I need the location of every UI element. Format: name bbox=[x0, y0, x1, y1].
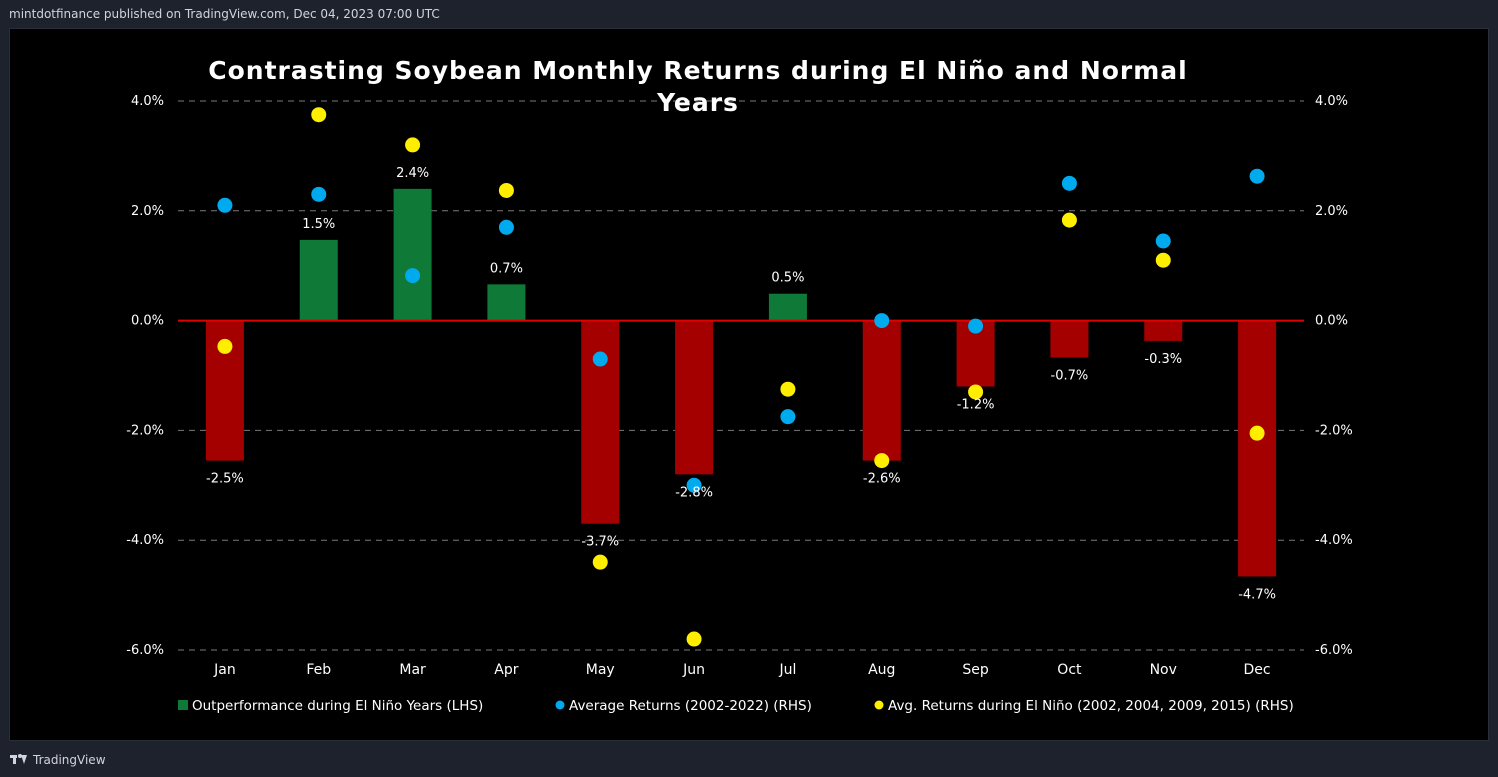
average-returns-point bbox=[686, 477, 702, 493]
elnino-returns-point bbox=[780, 381, 796, 397]
legend-label: Avg. Returns during El Niño (2002, 2004,… bbox=[888, 698, 1294, 714]
x-tick-label: Apr bbox=[494, 662, 518, 678]
footer-bar: TradingView bbox=[0, 744, 1498, 777]
x-tick-label: Feb bbox=[306, 662, 331, 678]
bar-data-label: -0.7% bbox=[1051, 368, 1089, 383]
average-returns-point bbox=[780, 409, 796, 425]
average-returns-point bbox=[498, 219, 514, 235]
bar bbox=[1238, 320, 1277, 577]
average-returns-point bbox=[1155, 233, 1171, 249]
average-returns-point bbox=[217, 197, 233, 213]
dot-layer bbox=[217, 107, 1265, 647]
legend-swatch-dot bbox=[874, 700, 884, 710]
bar bbox=[1144, 320, 1183, 341]
elnino-returns-point bbox=[874, 453, 890, 469]
chart-title-line: Contrasting Soybean Monthly Returns duri… bbox=[208, 56, 1188, 85]
y-tick-label-left: -2.0% bbox=[126, 423, 164, 438]
label-layer: -2.5% 1.5% 2.4% 0.7% -3.7% -2.8% 0.5% -2.6% -1.2… bbox=[206, 166, 1276, 603]
y-tick-label-right: 2.0% bbox=[1315, 204, 1348, 219]
bar-data-label: 0.5% bbox=[771, 271, 804, 286]
elnino-returns-point bbox=[1249, 425, 1265, 441]
y-tick-label-left: 4.0% bbox=[131, 94, 164, 109]
y-tick-label-right: -6.0% bbox=[1315, 643, 1353, 658]
chart-frame: -2.5% 1.5% 2.4% 0.7% -3.7% -2.8% 0.5% -2.6% -1.2… bbox=[9, 28, 1489, 741]
title-layer: Contrasting Soybean Monthly Returns duri… bbox=[208, 56, 1188, 117]
x-tick-label: Oct bbox=[1057, 662, 1082, 678]
elnino-returns-point bbox=[217, 338, 233, 354]
bar-layer bbox=[205, 188, 1277, 577]
bar bbox=[487, 284, 526, 321]
bar-data-label: -0.3% bbox=[1144, 352, 1182, 367]
legend-label: Average Returns (2002-2022) (RHS) bbox=[569, 698, 812, 714]
axis-layer: 4.0% 4.0% 2.0% 2.0% 0.0% 0.0% -2.0% -2.0% -4.0% -… bbox=[126, 94, 1352, 678]
x-tick-label: Sep bbox=[962, 662, 989, 678]
average-returns-point bbox=[968, 318, 984, 334]
bar bbox=[299, 239, 338, 321]
elnino-returns-point bbox=[686, 631, 702, 647]
legend-label: Outperformance during El Niño Years (LHS… bbox=[192, 698, 483, 714]
y-tick-label-right: 4.0% bbox=[1315, 94, 1348, 109]
elnino-returns-point bbox=[311, 107, 327, 123]
legend-layer: Outperformance during El Niño Years (LHS… bbox=[178, 698, 1294, 714]
average-returns-point bbox=[405, 268, 421, 284]
x-tick-label: Mar bbox=[399, 662, 426, 678]
x-tick-label: Jun bbox=[682, 662, 705, 678]
y-tick-label-right: -4.0% bbox=[1315, 533, 1353, 548]
average-returns-point bbox=[592, 351, 608, 367]
y-tick-label-right: 0.0% bbox=[1315, 314, 1348, 329]
x-tick-label: Jul bbox=[778, 662, 796, 678]
tradingview-brand-label: TradingView bbox=[33, 753, 106, 767]
bar bbox=[675, 320, 714, 475]
bar-data-label: 1.5% bbox=[302, 217, 335, 232]
average-returns-point bbox=[874, 313, 890, 329]
average-returns-point bbox=[1249, 168, 1265, 184]
y-tick-label-left: 0.0% bbox=[131, 314, 164, 329]
y-tick-label-left: -4.0% bbox=[126, 533, 164, 548]
y-tick-label-left: -6.0% bbox=[126, 643, 164, 658]
bar-data-label: 0.7% bbox=[490, 261, 523, 276]
x-tick-label: Dec bbox=[1244, 662, 1271, 678]
bar-data-label: 2.4% bbox=[396, 166, 429, 181]
x-tick-label: Aug bbox=[868, 662, 895, 678]
tradingview-logo-icon bbox=[10, 754, 28, 766]
elnino-returns-point bbox=[498, 182, 514, 198]
bar bbox=[393, 188, 432, 321]
chart-svg: -2.5% 1.5% 2.4% 0.7% -3.7% -2.8% 0.5% -2.6% -1.2… bbox=[126, 56, 1352, 714]
x-tick-label: May bbox=[586, 662, 615, 678]
x-tick-label: Jan bbox=[213, 662, 236, 678]
y-tick-label-left: 2.0% bbox=[131, 204, 164, 219]
elnino-returns-point bbox=[968, 384, 984, 400]
bar-data-label: -1.2% bbox=[957, 397, 995, 412]
bar bbox=[768, 293, 807, 321]
y-tick-label-right: -2.0% bbox=[1315, 423, 1353, 438]
tradingview-logo[interactable]: TradingView bbox=[10, 753, 106, 767]
bar-data-label: -2.5% bbox=[206, 472, 244, 487]
bar bbox=[862, 320, 901, 461]
elnino-returns-point bbox=[1155, 252, 1171, 268]
average-returns-point bbox=[1061, 175, 1077, 191]
bar-data-label: -2.8% bbox=[675, 485, 713, 500]
elnino-returns-point bbox=[592, 554, 608, 570]
legend-swatch-bar bbox=[178, 700, 188, 710]
bar-data-label: -2.6% bbox=[863, 472, 901, 487]
bar bbox=[581, 320, 620, 524]
legend-swatch-dot bbox=[555, 700, 565, 710]
bar-data-label: -3.7% bbox=[581, 535, 619, 550]
average-returns-point bbox=[311, 186, 327, 202]
chart-title-line: Years bbox=[656, 88, 739, 117]
elnino-returns-point bbox=[1061, 212, 1077, 228]
publisher-line: mintdotfinance published on TradingView.… bbox=[0, 0, 1498, 28]
bar-data-label: -4.7% bbox=[1238, 587, 1276, 602]
grid-layer bbox=[178, 100, 1304, 651]
x-tick-label: Nov bbox=[1150, 662, 1177, 678]
bar bbox=[1050, 320, 1089, 358]
elnino-returns-point bbox=[405, 137, 421, 153]
